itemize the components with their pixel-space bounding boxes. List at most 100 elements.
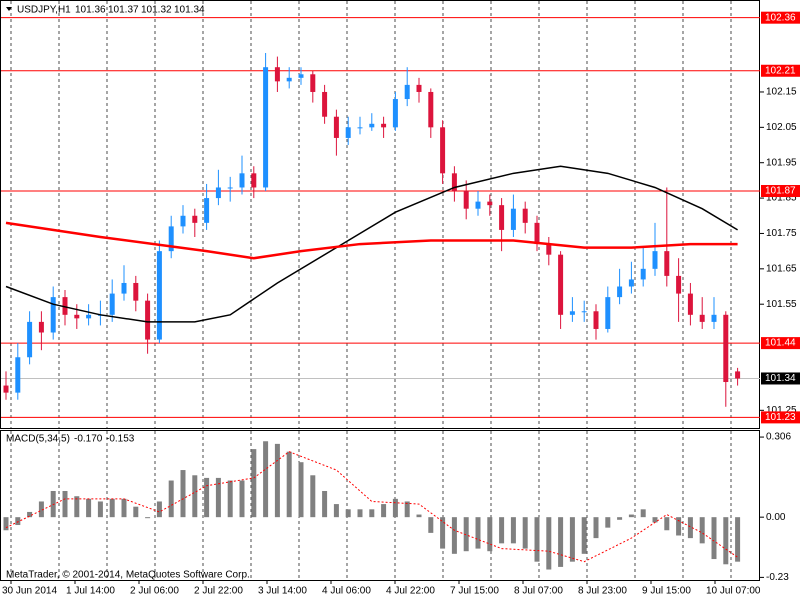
macd-bar (180, 470, 186, 518)
candle-body (699, 314, 705, 322)
macd-bar (569, 517, 575, 562)
candle-body (286, 77, 292, 82)
candle-body (274, 67, 280, 82)
macd-bar (227, 480, 233, 518)
candle-body (605, 297, 611, 329)
candle-body (723, 314, 729, 383)
low: 101.32 (141, 5, 172, 16)
symbol: USDJPY,H1 (17, 5, 71, 16)
macd-bar (322, 490, 328, 518)
candle-body (333, 116, 339, 138)
dropdown-icon (6, 7, 12, 11)
close: 101.34 (174, 5, 205, 16)
macd-bar (534, 517, 540, 562)
x-tick-label: 7 Jul 15:00 (450, 586, 499, 597)
candle-body (156, 251, 162, 340)
candle-body (451, 173, 457, 192)
candle-body (487, 201, 493, 206)
macd-bar (3, 517, 9, 531)
level-box (761, 337, 800, 350)
level-label: 102.36 (765, 12, 796, 23)
candle-body (381, 123, 387, 128)
level-box (761, 185, 800, 198)
x-tick-label: 10 Jul 07:00 (706, 586, 761, 597)
macd-bar (605, 517, 611, 528)
x-tick-label: 3 Jul 14:00 (258, 586, 307, 597)
macd-bar (475, 517, 481, 549)
copyright: MetaTrader, © 2001-2014, MetaQuotes Soft… (6, 570, 250, 581)
candle-body (121, 282, 127, 294)
y-tick-label: 102.15 (766, 87, 797, 98)
macd-bar (652, 517, 658, 523)
macd-bar (133, 506, 139, 518)
bid-box (761, 372, 800, 385)
y-tick-label: 101.65 (766, 263, 797, 274)
macd-bar (38, 501, 44, 518)
candle-body (204, 198, 210, 223)
macd-bar (676, 517, 682, 536)
y-tick-label: 101.75 (766, 228, 797, 239)
candle-body (392, 99, 398, 128)
level-box (761, 411, 800, 424)
candle-body (617, 286, 623, 298)
candle-body (711, 314, 717, 322)
macd-bar (451, 517, 457, 554)
candle-body (428, 91, 434, 128)
macd-bar (74, 496, 80, 518)
macd-bar (392, 498, 398, 518)
candle-body (499, 205, 505, 230)
candle-body (440, 127, 446, 174)
candle-body (522, 208, 528, 223)
candle-body (404, 84, 410, 100)
moving-average (5, 221, 738, 260)
moving-average (5, 165, 738, 323)
macd-bar (215, 477, 221, 518)
macd-bar (628, 514, 634, 518)
macd-bar (239, 480, 245, 518)
x-tick-label: 2 Jul 22:00 (194, 586, 243, 597)
x-tick-label: 30 Jun 2014 (2, 586, 57, 597)
macd-bar (192, 475, 198, 518)
candle-body (510, 208, 516, 230)
y-tick-label: 101.55 (766, 299, 797, 310)
macd-bar (381, 504, 387, 518)
candle-body (735, 371, 741, 379)
x-tick-label: 1 Jul 14:00 (66, 586, 115, 597)
macd-bar (97, 501, 103, 518)
macd-bar (522, 517, 528, 549)
macd-bar (499, 517, 505, 544)
macd-bar (345, 509, 351, 518)
candle-body (38, 321, 44, 333)
candle-body (145, 300, 151, 340)
macd-bar (369, 509, 375, 518)
macd-title: MACD(5,34,5) (6, 434, 70, 445)
candle-body (168, 226, 174, 252)
macd-bar (416, 514, 422, 518)
candle-body (251, 173, 257, 188)
candle-body (357, 127, 363, 129)
candle-body (687, 293, 693, 315)
macd-bar (62, 490, 68, 518)
candle-body (463, 191, 469, 209)
macd-bar (487, 517, 493, 552)
macd-bar (687, 517, 693, 539)
candle-body (62, 297, 68, 315)
signal-line (5, 451, 738, 563)
macd-bar (593, 517, 599, 539)
macd-bar (27, 511, 33, 518)
y-tick-label: 0.306 (766, 432, 791, 443)
level-label: 102.21 (765, 65, 796, 76)
y-tick-label: 0.00 (766, 512, 786, 523)
candle-body (475, 201, 481, 209)
candle-body (133, 282, 139, 301)
x-tick-label: 2 Jul 06:00 (130, 586, 179, 597)
level-label: 101.87 (765, 186, 796, 197)
macd-bar (156, 501, 162, 518)
macd-bar (711, 517, 717, 560)
macd-bar (251, 449, 257, 518)
candle-body (298, 74, 304, 78)
macd-bar (735, 517, 741, 562)
price-pane (0, 0, 760, 429)
candle-body (50, 297, 56, 333)
macd-bar (274, 443, 280, 518)
